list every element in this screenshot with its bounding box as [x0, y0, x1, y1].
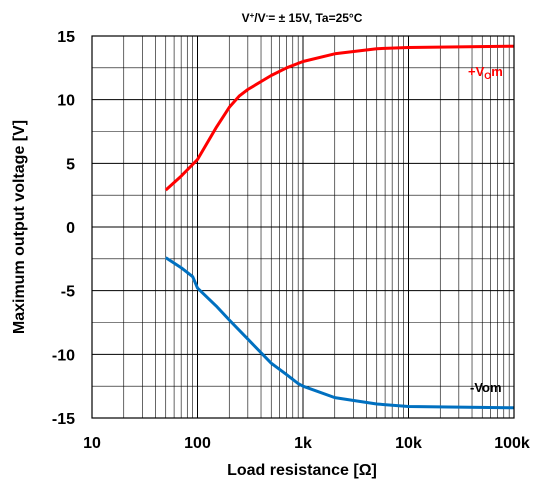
x-tick-label: 100k — [494, 435, 530, 452]
x-tick-label: 10k — [395, 435, 422, 452]
x-tick-labels: 10 100 1k 10k 100k — [83, 435, 530, 452]
y-tick-label: -5 — [61, 284, 75, 301]
y-tick-labels: 15 10 5 0 -5 -10 -15 — [52, 29, 75, 428]
y-tick-label: 15 — [57, 29, 75, 46]
y-tick-label: 10 — [57, 93, 75, 110]
series-label-plus-vom: +VOm — [468, 64, 503, 81]
y-tick-label: -15 — [52, 411, 75, 428]
plot-frame — [91, 35, 515, 419]
x-tick-label: 100 — [184, 435, 211, 452]
y-axis-label: Maximum output voltage [V] — [11, 120, 28, 334]
series-label-minus-vom: -Vom — [470, 380, 502, 395]
grid — [92, 36, 514, 418]
series-group — [164, 44, 515, 410]
x-axis-label: Load resistance [Ω] — [227, 462, 377, 479]
chart-title: V+/V-= ± 15V, Ta=25°C — [242, 11, 363, 25]
y-tick-label: -10 — [52, 347, 75, 364]
y-tick-label: 5 — [66, 156, 75, 173]
y-tick-label: 0 — [66, 220, 75, 237]
x-tick-label: 10 — [83, 435, 101, 452]
x-tick-label: 1k — [294, 435, 312, 452]
series-line-plus-vom — [164, 44, 515, 192]
series-line-minus-vom — [164, 256, 515, 410]
